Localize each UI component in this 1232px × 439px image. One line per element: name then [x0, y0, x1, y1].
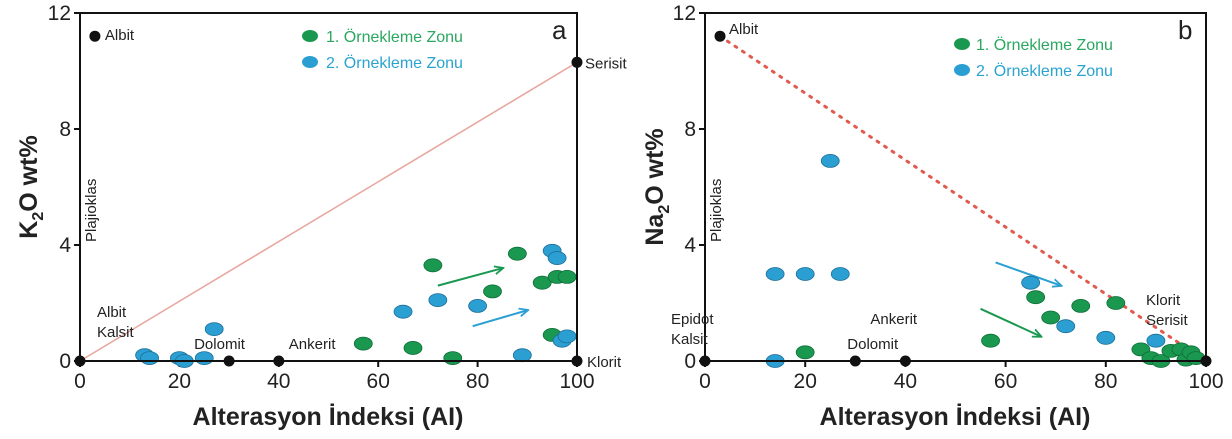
panel-a-series1-point [443, 351, 463, 366]
panel-a-legend-zone2-label: 2. Örnekleme Zonu [326, 54, 463, 72]
panel-b-y-tick-label: 4 [684, 234, 696, 257]
panel-a-endmember-label: Dolomit [194, 336, 246, 353]
panel-b-series2-point [1021, 275, 1041, 290]
panel-a-plajioklas-label: Plajioklas [83, 179, 100, 242]
panel-b-plot-layer: 0 20 40 60 80 100 0 4 8 12 Albit Dolomit Ankerit [673, 2, 1224, 393]
panel-a-endmember-point [89, 30, 101, 42]
panel-b-klorit-label-2: Serisit [1146, 312, 1189, 329]
panel-a-series1-point [403, 341, 423, 355]
panel-a-series2-point [428, 293, 448, 308]
panel-b-y-tick-label: 12 [673, 2, 696, 25]
panel-b-legend-zone1-marker [954, 38, 970, 50]
panel-a-trend-arrow [437, 268, 503, 287]
panel-b-x-tick-label: 100 [1188, 370, 1223, 393]
panel-a-albit-label-2: Kalsit [97, 324, 135, 341]
panel-a-legend-zone1-label: 1. Örnekleme Zonu [326, 28, 463, 46]
panel-a-endmember-label: Ankerit [289, 336, 337, 353]
panel-b: 0 20 40 60 80 100 0 4 8 12 Albit Dolomit Ankerit b 1… [641, 2, 1224, 431]
panel-a-endmember-label: Serisit [585, 55, 628, 72]
panel-a-series2-point [547, 251, 567, 265]
panel-b-trend-arrow [995, 261, 1061, 285]
panel-a-y-tick-label: 12 [48, 2, 71, 25]
panel-b-series1-point [1071, 298, 1091, 313]
panel-a-x-tick-label: 80 [466, 370, 489, 393]
panel-a-series2-point [557, 329, 577, 344]
panel-a-y-tick-label: 4 [59, 234, 71, 257]
panel-a-series1-point [557, 269, 577, 284]
panel-a-x-tick-label: 20 [168, 370, 191, 393]
panel-a-x-axis-title: Alterasyon İndeksi (AI) [193, 403, 464, 431]
panel-b-klorit-label-1: Klorit [1146, 292, 1181, 309]
panel-b-series1-point [1026, 290, 1046, 305]
panel-b-legend-zone1-label: 1. Örnekleme Zonu [976, 36, 1113, 54]
panel-b-series2-point [1056, 319, 1076, 334]
panel-a-series2-point [194, 351, 214, 366]
panel-a-series2-point [204, 322, 224, 337]
panel-b-reference-line [718, 34, 1208, 363]
panel-a-series1-point [483, 284, 502, 299]
panel-a-x-tick-label: 40 [267, 370, 290, 393]
panel-b-series2-point [1146, 333, 1166, 348]
panel-b-x-tick-label: 60 [994, 370, 1017, 393]
panel-a-albit-label-1: Albit [97, 304, 127, 321]
panel-a-series1-point [507, 246, 527, 261]
panel-a-series2-point [468, 298, 488, 313]
panel-b-plajioklas-label: Plajioklas [708, 179, 725, 242]
panel-b-endmember-point [714, 30, 726, 42]
panel-b-endmember-label: Ankerit [870, 311, 918, 328]
panel-a-x-tick-label: 100 [559, 370, 594, 393]
panel-b-series1-point [981, 333, 1000, 348]
panel-b-endmember-label: Dolomit [847, 336, 899, 353]
panel-b-y-tick-label: 0 [684, 350, 696, 373]
panel-b-trend-arrow [980, 307, 1041, 337]
panel-a-series1-point [353, 336, 373, 351]
panel-b-x-tick-label: 80 [1094, 370, 1117, 393]
panel-b-y-tick-label: 8 [684, 118, 696, 141]
panel-a-series2-point [393, 304, 413, 319]
panel-b-series1-point [1106, 296, 1126, 310]
panel-b-legend-zone2-marker [954, 64, 970, 76]
panel-a-trend-arrow [472, 310, 528, 328]
panel-a-x-tick-label: 60 [367, 370, 390, 393]
panel-b-series2-point [830, 267, 850, 281]
panel-b-legend-zone2-label: 2. Örnekleme Zonu [976, 62, 1113, 80]
panel-b-series2-point [765, 267, 785, 281]
panel-a-series1-point [532, 275, 552, 290]
panel-a-y-tick-label: 8 [59, 118, 71, 141]
panel-b-x-tick-label: 20 [794, 370, 817, 393]
panel-a-series2-point [512, 348, 532, 363]
panel-b-x-axis-title: Alterasyon İndeksi (AI) [820, 403, 1091, 431]
panel-b-series1-point [795, 345, 815, 360]
panel-a-y-axis-title: K2O wt% [15, 135, 47, 238]
panel-a-endmember-label: Klorit [587, 354, 622, 371]
panel-a-series2-point [140, 351, 159, 366]
panel-b-series2-point [1096, 330, 1116, 345]
panel-a: 0 20 40 60 80 100 0 4 8 12 Albit Serisit Dolomit Anke… [15, 2, 628, 431]
panel-b-epidot-label-1: Epidot [671, 311, 714, 328]
panel-b-series2-point [820, 153, 840, 168]
panel-a-letter: a [552, 15, 567, 45]
panel-b-letter: b [1178, 15, 1192, 45]
panel-a-frame [79, 12, 578, 362]
panel-b-x-tick-label: 40 [894, 370, 917, 393]
panel-a-series1-point [423, 258, 443, 273]
panel-a-legend-zone1-marker [302, 30, 318, 42]
panel-a-x-tick-label: 0 [74, 370, 86, 393]
panel-b-y-axis-title: Na2O wt% [641, 128, 673, 245]
panel-a-endmember-label: Albit [105, 27, 135, 44]
panel-b-frame [704, 12, 1207, 362]
panel-b-x-tick-label: 0 [699, 370, 711, 393]
panel-a-y-tick-label: 0 [59, 350, 71, 373]
panel-b-series2-point [795, 267, 815, 281]
panel-a-legend-zone2-marker [302, 56, 318, 68]
panel-b-epidot-label-2: Kalsit [671, 331, 709, 348]
panel-b-series1-point [1041, 310, 1061, 325]
panel-b-endmember-label: Albit [729, 21, 759, 38]
panel-a-reference-line [79, 61, 578, 362]
